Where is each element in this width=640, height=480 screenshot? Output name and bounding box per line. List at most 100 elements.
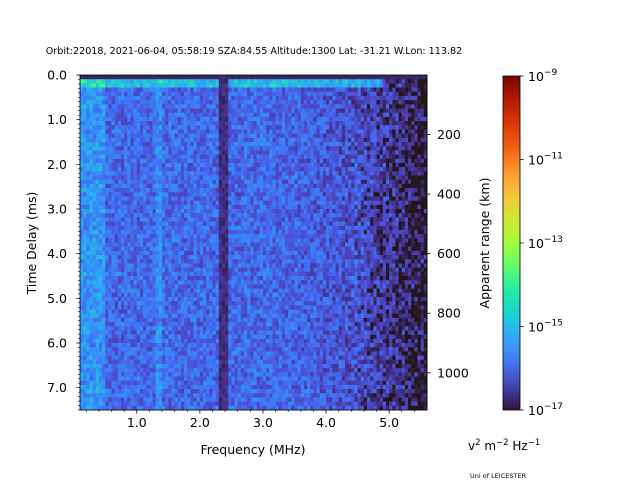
heatmap-cell <box>98 225 103 231</box>
heatmap-cell <box>234 397 239 403</box>
heatmap-cell <box>234 389 239 394</box>
heatmap-cell <box>269 75 273 80</box>
heatmap-cell <box>196 389 201 394</box>
heatmap-cell <box>165 309 169 315</box>
heatmap-cell <box>152 246 157 252</box>
heatmap-cell <box>130 129 135 135</box>
heatmap-cell <box>203 259 207 264</box>
heatmap-cell <box>240 100 245 105</box>
heatmap-cell <box>124 75 128 80</box>
heatmap-cell <box>196 79 201 84</box>
heatmap-cell <box>228 108 232 114</box>
heatmap-cell <box>225 368 229 373</box>
heatmap-cell <box>92 146 97 151</box>
heatmap-cell <box>89 75 94 80</box>
heatmap-cell <box>92 338 97 344</box>
heatmap-cell <box>199 116 204 122</box>
heatmap-cell <box>124 309 128 315</box>
heatmap-cell <box>218 171 223 176</box>
heatmap-cell <box>215 317 220 323</box>
heatmap-cell <box>209 167 213 172</box>
heatmap-cell <box>158 108 163 114</box>
heatmap-cell <box>269 175 273 181</box>
heatmap-cell <box>180 91 185 97</box>
heatmap-cell <box>98 150 103 155</box>
heatmap-cell <box>139 121 144 126</box>
heatmap-cell <box>228 221 232 227</box>
heatmap-cell <box>177 217 182 222</box>
heatmap-cell <box>221 363 226 369</box>
heatmap-cell <box>136 359 141 365</box>
heatmap-cell <box>86 238 90 243</box>
heatmap-cell <box>152 313 157 319</box>
heatmap-cell <box>187 129 191 135</box>
heatmap-cell <box>98 83 103 88</box>
heatmap-cell <box>165 292 169 298</box>
heatmap-cell <box>269 351 273 356</box>
heatmap-cell <box>234 351 239 356</box>
heatmap-cell <box>244 380 248 386</box>
heatmap-cell <box>218 137 223 143</box>
heatmap-cell <box>199 368 204 373</box>
heatmap-cell <box>108 380 112 386</box>
heatmap-cell <box>196 116 201 122</box>
heatmap-cell <box>146 322 150 327</box>
heatmap-cell <box>133 188 138 193</box>
heatmap-cell <box>146 217 150 222</box>
heatmap-cell <box>133 397 138 403</box>
heatmap-cell <box>80 229 84 235</box>
heatmap-cell <box>256 280 261 285</box>
heatmap-cell <box>146 112 150 118</box>
heatmap-cell <box>240 91 245 97</box>
heatmap-cell <box>102 317 106 323</box>
heatmap-cell <box>247 229 251 235</box>
heatmap-cell <box>184 405 188 411</box>
heatmap-cell <box>250 87 254 93</box>
heatmap-cell <box>121 79 125 84</box>
heatmap-cell <box>89 250 94 256</box>
heatmap-cell <box>221 83 226 88</box>
heatmap-cell <box>95 242 100 248</box>
heatmap-cell <box>155 192 160 197</box>
heatmap-cell <box>262 133 267 139</box>
heatmap-cell <box>95 167 100 172</box>
heatmap-cell <box>218 401 223 407</box>
heatmap-cell <box>244 225 248 231</box>
heatmap-cell <box>121 296 125 302</box>
heatmap-cell <box>218 389 223 394</box>
heatmap-cell <box>262 347 267 352</box>
heatmap-cell <box>174 288 179 294</box>
heatmap-cell <box>149 343 153 348</box>
heatmap-cell <box>98 338 103 344</box>
heatmap-cell <box>149 301 153 306</box>
heatmap-cell <box>209 363 213 369</box>
heatmap-cell <box>256 213 261 218</box>
heatmap-cell <box>218 192 223 197</box>
heatmap-cell <box>146 83 150 88</box>
heatmap-cell <box>203 213 207 218</box>
heatmap-cell <box>130 305 135 310</box>
heatmap-cell <box>259 75 264 80</box>
heatmap-cell <box>180 263 185 269</box>
heatmap-cell <box>89 183 94 189</box>
heatmap-cell <box>133 171 138 176</box>
heatmap-cell <box>89 393 94 398</box>
heatmap-cell <box>155 317 160 323</box>
heatmap-cell <box>108 234 112 239</box>
heatmap-cell <box>199 91 204 97</box>
heatmap-cell <box>89 338 94 344</box>
heatmap-cell <box>83 217 87 222</box>
heatmap-cell <box>187 246 191 252</box>
heatmap-cell <box>89 242 94 248</box>
heatmap-cell <box>80 75 84 80</box>
heatmap-cell <box>262 330 267 336</box>
heatmap-cell <box>139 389 144 394</box>
heatmap-cell <box>231 255 235 260</box>
heatmap-cell <box>121 288 125 294</box>
heatmap-cell <box>133 288 138 294</box>
heatmap-cell <box>89 322 94 327</box>
heatmap-cell <box>218 250 223 256</box>
heatmap-cell <box>190 100 194 105</box>
heatmap-cell <box>262 359 267 365</box>
heatmap-cell <box>212 351 217 356</box>
